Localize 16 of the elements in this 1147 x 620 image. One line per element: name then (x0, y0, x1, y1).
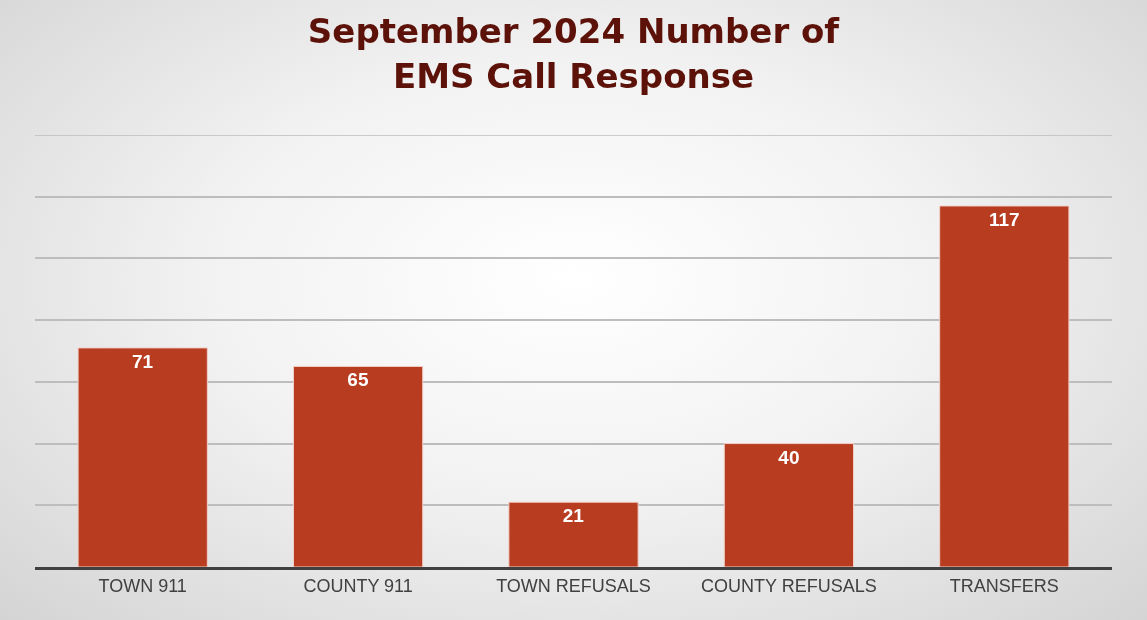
data-label: 65 (347, 369, 369, 391)
data-label: 71 (131, 350, 154, 372)
bar (508, 501, 639, 567)
data-label: 21 (562, 505, 585, 527)
x-tick-label: COUNTY REFUSALS (701, 575, 877, 596)
bar (77, 347, 208, 567)
data-label: 117 (988, 208, 1020, 230)
bar (723, 443, 855, 567)
x-tick-label: COUNTY 911 (303, 575, 413, 596)
bar (292, 365, 424, 567)
data-label: 40 (778, 446, 800, 468)
x-tick-label: TOWN REFUSALS (496, 575, 651, 596)
chart-title: September 2024 Number of EMS Call Response (307, 11, 841, 96)
x-tick-label: TRANSFERS (949, 575, 1059, 596)
x-tick-label: TOWN 911 (98, 575, 187, 596)
bar (939, 205, 1070, 567)
